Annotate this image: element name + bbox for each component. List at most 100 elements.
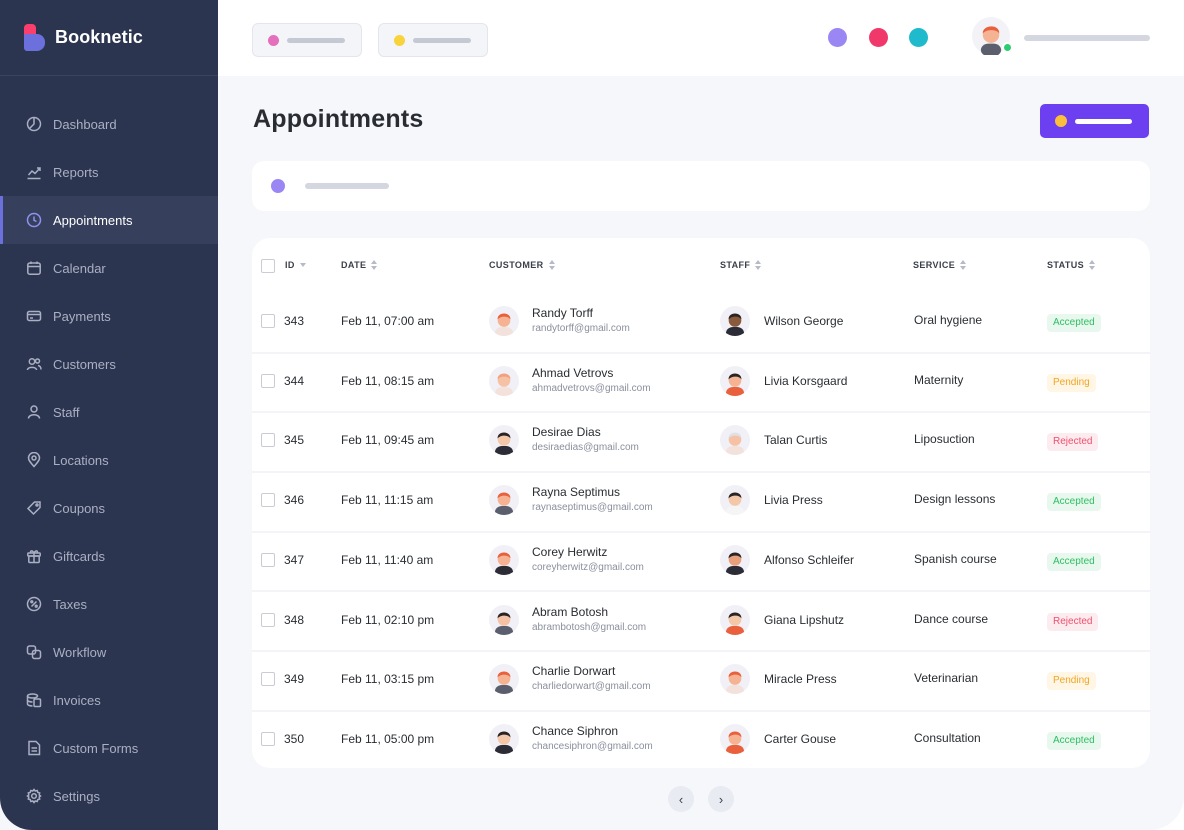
appointment-date: Feb 11, 09:45 am [341,433,435,448]
row-checkbox[interactable] [261,672,275,687]
customer-name[interactable]: Rayna Septimus [532,485,621,500]
chevron-left-icon: ‹ [678,791,684,807]
status-badge: Pending [1047,373,1096,392]
row-checkbox[interactable] [261,314,275,328]
sidebar-item-coupons[interactable]: Coupons [0,484,218,532]
sort-icon [371,260,378,270]
appointment-date: Feb 11, 11:15 am [341,493,434,508]
add-appointment-button[interactable] [1040,104,1149,138]
table-row[interactable]: 345 Feb 11, 09:45 am Desirae Dias desiraedi… [252,413,1150,474]
header-pill-1[interactable] [252,23,362,57]
staff-name[interactable]: Wilson George [764,314,844,328]
page-title: Appointments [253,105,424,133]
column-service[interactable]: SERVICE [913,260,967,270]
brand[interactable]: Booknetic [0,0,218,76]
reports-icon [25,163,43,181]
sidebar-item-label: Invoices [53,692,101,708]
status-badge: Accepted [1047,493,1101,512]
table-row[interactable]: 348 Feb 11, 02:10 pm Abram Botosh abramboto… [252,593,1150,653]
prev-page-button[interactable]: ‹ [668,786,694,812]
sidebar-item-customers[interactable]: Customers [0,340,218,388]
sidebar-item-taxes[interactable]: Taxes [0,580,218,628]
sidebar-item-locations[interactable]: Locations [0,436,218,484]
row-checkbox[interactable] [261,493,275,508]
sidebar-item-label: Reports [53,164,99,180]
staff-name[interactable]: Talan Curtis [764,433,828,448]
column-date[interactable]: DATE [341,260,378,270]
sort-icon [548,260,555,270]
red-swatch[interactable] [869,28,888,47]
row-checkbox[interactable] [261,373,275,388]
sidebar-item-settings[interactable]: Settings [0,772,218,820]
staff-name[interactable]: Livia Korsgaard [764,373,848,388]
sidebar-item-custom-forms[interactable]: Custom Forms [0,724,218,772]
placeholder-bar [413,37,471,43]
appointment-id: 349 [284,672,305,687]
row-checkbox[interactable] [261,612,275,627]
calendar-icon [25,259,43,277]
customer-name[interactable]: Chance Siphron [532,723,619,738]
sidebar-item-workflow[interactable]: Workflow [0,628,218,676]
user-avatar[interactable] [972,17,1013,57]
column-customer[interactable]: CUSTOMER [489,260,555,270]
staff-name[interactable]: Miracle Press [764,672,837,687]
tag-icon [25,499,43,517]
column-status[interactable]: STATUS [1047,260,1096,270]
customer-email: chancesiphron@gmail.com [532,740,653,752]
table-row[interactable]: 349 Feb 11, 03:15 pm Charlie Dorwart charli… [252,652,1150,712]
search-filter-box[interactable] [252,161,1150,211]
teal-swatch[interactable] [909,28,928,47]
staff-name[interactable]: Alfonso Schleifer [764,552,855,567]
sidebar-item-label: Calendar [53,260,106,276]
customer-name[interactable]: Corey Herwitz [532,544,608,559]
sidebar-item-appointments[interactable]: Appointments [0,196,218,244]
sidebar: Booknetic Dashboard Reports Appointments Ca… [0,0,218,830]
customer-name[interactable]: Randy Torff [532,306,593,320]
yellow-dot-icon [394,34,405,46]
sidebar-item-label: Staff [53,404,80,420]
row-checkbox[interactable] [261,731,275,746]
customer-name[interactable]: Desirae Dias [532,425,601,440]
customer-name[interactable]: Charlie Dorwart [532,664,616,679]
appointment-date: Feb 11, 11:40 am [341,552,434,567]
table-row[interactable]: 343 Feb 11, 07:00 am Randy Torff randytorff… [252,294,1150,354]
purple-swatch[interactable] [828,28,847,47]
search-dot-icon [271,179,285,193]
sidebar-item-calendar[interactable]: Calendar [0,244,218,292]
table-row[interactable]: 350 Feb 11, 05:00 pm Chance Siphron chances… [252,712,1150,768]
sidebar-item-payments[interactable]: Payments [0,292,218,340]
user-icon [25,403,43,421]
chevron-right-icon: › [718,791,724,807]
service-name: Veterinarian [914,671,979,686]
sort-icon [755,260,762,270]
row-checkbox[interactable] [261,552,275,567]
table-row[interactable]: 346 Feb 11, 11:15 am Rayna Septimus raynase… [252,473,1150,533]
sidebar-item-reports[interactable]: Reports [0,148,218,196]
column-id[interactable]: ID [285,260,306,270]
column-staff[interactable]: STAFF [720,260,762,270]
customer-name[interactable]: Ahmad Vetrovs [532,365,614,380]
staff-name[interactable]: Carter Gouse [764,731,837,746]
staff-avatar-icon [720,306,750,336]
table-header: ID DATE CUSTOMER STAFF SERVICE STATUS [252,238,1150,294]
appointment-id: 350 [284,731,305,746]
table-row[interactable]: 344 Feb 11, 08:15 am Ahmad Vetrovs ahmadvet… [252,354,1150,414]
next-page-button[interactable]: › [708,786,734,812]
select-all-checkbox[interactable] [261,259,275,273]
row-checkbox[interactable] [261,433,275,448]
header-pill-2[interactable] [378,23,488,57]
service-name: Consultation [914,730,981,745]
sidebar-item-dashboard[interactable]: Dashboard [0,100,218,148]
user-name-placeholder [1024,35,1150,41]
top-bar [218,0,1184,76]
staff-name[interactable]: Giana Lipshutz [764,612,845,627]
sidebar-item-invoices[interactable]: Invoices [0,676,218,724]
customer-email: randytorff@gmail.com [532,323,630,334]
table-row[interactable]: 347 Feb 11, 11:40 am Corey Herwitz coreyher… [252,533,1150,593]
customer-name[interactable]: Abram Botosh [532,604,609,619]
status-badge: Accepted [1047,731,1101,750]
staff-name[interactable]: Livia Press [764,493,823,508]
sidebar-item-giftcards[interactable]: Giftcards [0,532,218,580]
sidebar-item-staff[interactable]: Staff [0,388,218,436]
